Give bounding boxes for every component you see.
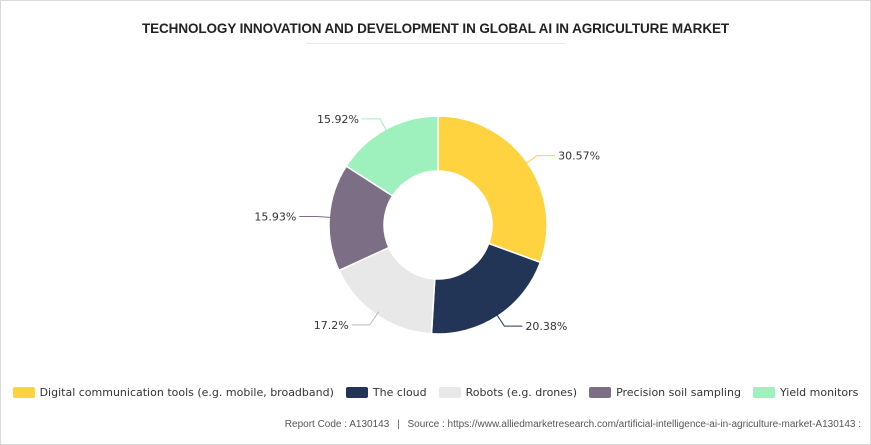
leader-line-precision-soil-sampling — [299, 216, 334, 219]
legend-swatch — [752, 387, 775, 398]
legend-item-robots[interactable]: Robots (e.g. drones) — [438, 386, 578, 399]
legend-swatch — [12, 387, 35, 398]
legend-swatch — [438, 387, 461, 398]
leader-line-robots-e-g-drones — [351, 311, 380, 326]
slice-yield-monitors[interactable] — [345, 115, 439, 197]
leader-line-digital-communication-tools-e-g-mobile-broadband — [523, 155, 556, 166]
legend-swatch — [345, 387, 368, 398]
source-footer: Report Code : A130143 | Source : https:/… — [285, 419, 861, 430]
legend-label: Robots (e.g. drones) — [465, 386, 578, 399]
source-text: Source : https://www.alliedmarketresearc… — [407, 419, 861, 430]
footer-separator: | — [397, 419, 400, 430]
slice-the-cloud[interactable] — [430, 242, 542, 335]
data-label-yield-monitors: 15.92% — [317, 113, 359, 126]
report-code: Report Code : A130143 — [284, 419, 390, 430]
leader-line-the-cloud — [495, 312, 523, 327]
chart-legend: Digital communication tools (e.g. mobile… — [0, 386, 871, 399]
data-label-precision-soil-sampling: 15.93% — [254, 211, 296, 224]
data-label-digital-communication-tools-e-g-mobile-broadband: 30.57% — [558, 150, 600, 163]
legend-label: The cloud — [372, 386, 427, 399]
title-divider — [306, 43, 565, 44]
legend-label: Yield monitors — [779, 386, 859, 399]
legend-item-yield-monitors[interactable]: Yield monitors — [752, 386, 859, 399]
legend-swatch — [589, 387, 612, 398]
legend-item-digital-communication-tools[interactable]: Digital communication tools (e.g. mobile… — [12, 386, 334, 399]
chart-title: TECHNOLOGY INNOVATION AND DEVELOPMENT IN… — [141, 21, 730, 36]
legend-label: Precision soil sampling — [616, 386, 741, 399]
legend-item-the-cloud[interactable]: The cloud — [345, 386, 427, 399]
leader-line-yield-monitors — [361, 118, 389, 134]
data-label-robots-e-g-drones: 17.2% — [314, 319, 349, 332]
legend-label: Digital communication tools (e.g. mobile… — [39, 386, 334, 399]
data-label-the-cloud: 20.38% — [525, 320, 567, 333]
legend-item-precision-soil-sampling[interactable]: Precision soil sampling — [589, 386, 741, 399]
slice-digital-communication-tools-e-g-mobile-broadband[interactable] — [437, 115, 548, 264]
